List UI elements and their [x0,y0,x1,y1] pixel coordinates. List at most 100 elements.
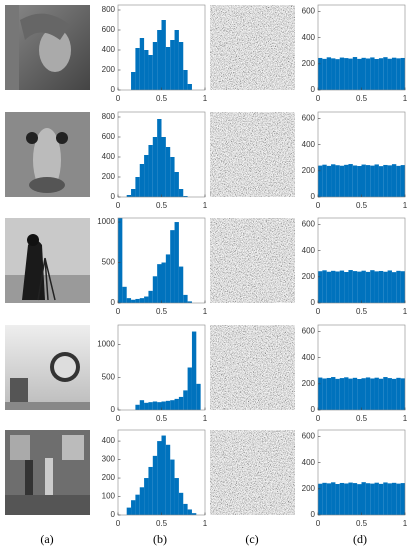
bar [157,441,162,515]
bar [183,503,188,515]
noise-image [210,430,295,515]
bar [178,42,184,90]
y-tick-label: 0 [311,298,316,307]
bar [361,482,366,515]
bar [378,166,384,197]
bar [174,222,179,303]
x-tick-label: 0.5 [356,307,368,316]
bar [348,482,353,515]
bar [383,164,388,197]
bar [157,264,162,303]
x-tick-label: 0.5 [156,94,168,103]
y-tick-label: 200 [302,166,316,175]
y-tick-label: 400 [302,458,316,467]
bar [165,47,171,90]
bar [331,482,336,515]
y-tick-label: 0 [111,510,116,519]
x-tick-label: 0.5 [156,414,168,423]
bar [344,164,349,197]
bar [118,218,123,303]
bar [378,58,384,90]
bar [344,377,349,410]
y-tick-label: 600 [102,132,116,141]
bar [318,377,323,410]
bar [126,298,132,303]
x-tick-label: 1 [403,519,408,528]
bar [135,494,140,515]
bar [352,271,358,303]
bar [352,165,358,197]
bar [122,286,127,303]
bar [161,20,166,90]
bar [148,402,153,410]
bar [396,377,401,410]
image-baboon [5,112,90,197]
y-tick-label: 0 [311,405,316,414]
bar [178,266,184,303]
bar [135,48,140,90]
y-tick-label: 600 [302,432,316,441]
bar [370,483,375,515]
bar [196,383,201,410]
bar [344,483,349,515]
bar [318,57,323,90]
x-tick-label: 0 [116,201,121,210]
bar [131,72,136,90]
bar [361,164,366,197]
y-tick-label: 0 [111,298,116,307]
bar [387,270,392,303]
bar [391,482,397,515]
bar [148,55,153,90]
bar [387,483,392,515]
y-tick-label: 200 [302,484,316,493]
bar [148,145,153,197]
bar [126,507,132,515]
bar [322,378,327,410]
noise-image [210,112,295,197]
y-tick-label: 500 [102,258,116,267]
y-tick-label: 400 [102,45,116,54]
bar [331,377,336,410]
bar [365,165,371,197]
x-tick-label: 0 [316,94,321,103]
bar [144,402,149,410]
bar [370,57,375,90]
bar [139,298,145,303]
bar [165,444,171,515]
image-lena [5,5,90,90]
y-tick-label: 600 [302,220,316,229]
panel-label: (a) [40,532,53,546]
bar [131,189,136,197]
y-tick-label: 600 [102,25,116,34]
bar [348,270,353,303]
x-tick-label: 0.5 [156,201,168,210]
bar [335,59,340,90]
bar [339,482,345,515]
bar [326,271,332,303]
x-tick-label: 1 [203,307,208,316]
bar [331,270,336,303]
y-tick-label: 0 [111,192,116,201]
bar [374,59,379,90]
y-tick-label: 200 [302,379,316,388]
bar [152,42,158,90]
x-tick-label: 0 [316,414,321,423]
bar [357,166,362,197]
bar [335,271,340,303]
bar [339,57,345,90]
y-tick-label: 800 [102,112,116,121]
bar [144,50,149,90]
bar [378,378,384,410]
bar [352,483,358,515]
bar [361,57,366,90]
noise-image [210,5,295,90]
bar [165,400,171,410]
x-tick-label: 0.5 [156,519,168,528]
bar [131,500,136,515]
y-tick-label: 0 [311,85,316,94]
noise-image [210,325,295,410]
x-tick-label: 1 [403,94,408,103]
image-cameraman [5,218,90,303]
bar [396,270,401,303]
image-room [5,430,90,515]
